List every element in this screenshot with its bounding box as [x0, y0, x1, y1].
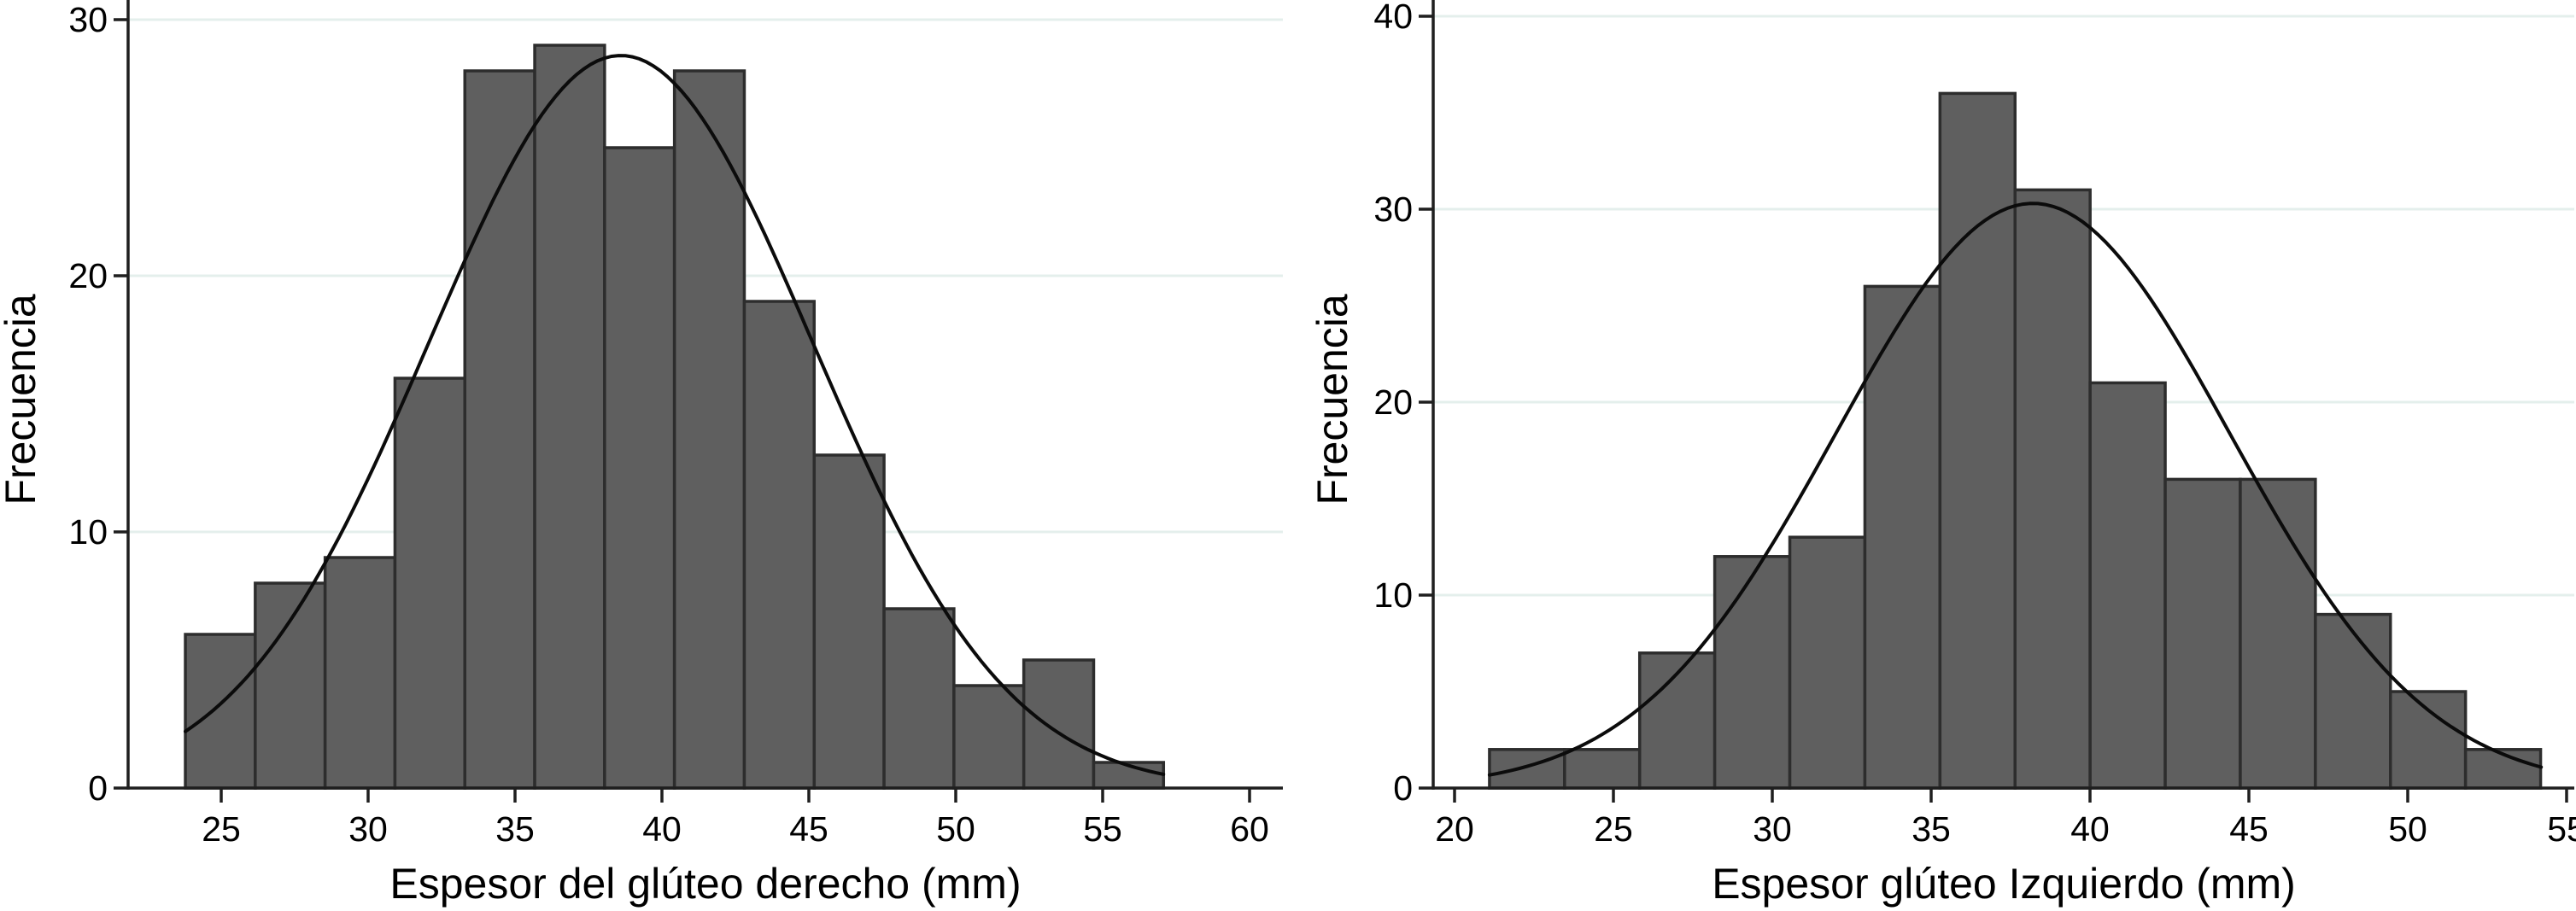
- histogram-bar: [742, 300, 817, 790]
- x-tick-label: 40: [642, 809, 682, 849]
- y-tick-label: 30: [68, 0, 108, 39]
- histogram-bar: [2389, 690, 2468, 790]
- histogram-bar: [1863, 284, 1942, 790]
- histogram-bar: [2163, 477, 2242, 790]
- x-tick-label: 45: [789, 809, 828, 849]
- x-tick-label: 20: [1435, 809, 1474, 849]
- histogram-bar: [184, 633, 257, 790]
- x-tick-label: 50: [936, 809, 975, 849]
- y-tick-label: 20: [68, 256, 108, 295]
- normal-curve: [1487, 201, 2544, 777]
- x-tick-label: 40: [2070, 809, 2110, 849]
- x-tick-label: 50: [2388, 809, 2427, 849]
- histogram-bar: [1712, 555, 1792, 790]
- x-tick-label: 30: [348, 809, 388, 849]
- histogram-bar: [2239, 477, 2317, 790]
- y-tick-label: 10: [1373, 575, 1413, 615]
- x-axis-title: Espesor glúteo Izquierdo (mm): [1712, 860, 2296, 908]
- y-tick-label: 30: [1373, 190, 1413, 229]
- histogram-bar: [603, 146, 676, 790]
- histogram-bar: [1022, 658, 1096, 790]
- x-tick-label: 25: [1594, 809, 1633, 849]
- histogram-bar: [2314, 612, 2392, 790]
- histogram-bar: [323, 556, 397, 790]
- y-axis-title: Frecuencia: [0, 294, 44, 505]
- x-tick-label: 45: [2229, 809, 2269, 849]
- x-tick-label: 60: [1230, 809, 1269, 849]
- x-tick-label: 55: [1083, 809, 1122, 849]
- histogram-bar: [812, 453, 886, 790]
- histogram-bar: [2088, 381, 2167, 790]
- histogram-bar: [952, 684, 1026, 790]
- histogram-bar: [533, 44, 606, 790]
- y-tick-label: 0: [1393, 768, 1413, 808]
- histogram-bar: [254, 581, 327, 790]
- x-tick-label: 25: [202, 809, 241, 849]
- y-axis-title: Frecuencia: [1308, 294, 1356, 505]
- normal-curve: [184, 54, 1166, 776]
- y-tick-label: 10: [68, 512, 108, 552]
- histogram-bar: [1938, 91, 2017, 790]
- histogram-bar: [463, 69, 536, 790]
- y-tick-label: 0: [88, 768, 108, 808]
- histogram-bar: [393, 377, 466, 790]
- chart-histogram-derecho: 0 10 20 30 25 30 35 40 45 50 55 60 Espesor del glúte…: [0, 0, 1283, 908]
- x-tick-label: 35: [495, 809, 535, 849]
- histogram-bar: [1788, 535, 1867, 790]
- y-tick-label: 40: [1373, 0, 1413, 36]
- histogram-bar: [882, 607, 956, 790]
- chart-histogram-izquierdo: 0 10 20 30 40 20 25 30 35 40 45 50 55 Espesor glúteo …: [1308, 0, 2576, 908]
- histogram-bar: [1488, 748, 1566, 790]
- histogram-bar: [2013, 188, 2092, 790]
- x-axis-title: Espesor del glúteo derecho (mm): [389, 860, 1021, 908]
- x-tick-label: 35: [1912, 809, 1951, 849]
- histogram-bar: [1563, 748, 1642, 790]
- y-tick-label: 20: [1373, 383, 1413, 422]
- x-tick-label: 30: [1753, 809, 1792, 849]
- x-tick-label: 55: [2547, 809, 2576, 849]
- histogram-bar: [672, 69, 746, 790]
